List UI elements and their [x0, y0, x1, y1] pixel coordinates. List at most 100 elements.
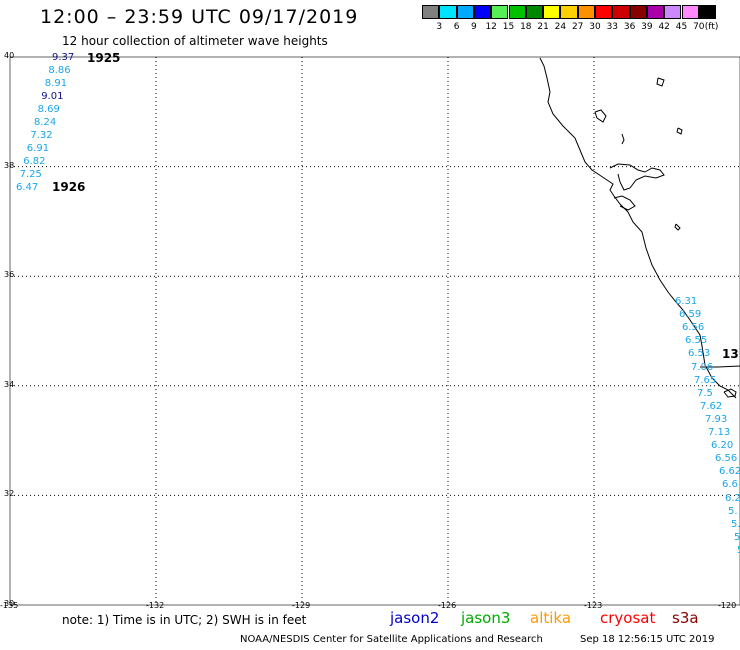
lon-label: -126: [438, 601, 457, 610]
wave-height-label: 5: [737, 545, 740, 556]
legend-label: 3: [436, 22, 443, 32]
footer-note: note: 1) Time is in UTC; 2) SWH is in fe…: [62, 613, 307, 627]
wave-height-label: 8.86: [48, 65, 71, 76]
lake-outline-4: [676, 127, 683, 135]
satellite-name: jason2: [390, 609, 440, 627]
wave-height-label: 7.25: [19, 169, 42, 180]
legend-label: 70: [693, 22, 705, 32]
wave-height-label: 6.56: [715, 453, 738, 465]
monterey-bay-outline: [613, 195, 636, 211]
lat-label: 36: [4, 270, 15, 280]
satellite-name: altika: [530, 609, 572, 627]
wave-height-label: 7.06: [691, 361, 714, 373]
legend-unit: (ft): [704, 22, 719, 32]
wave-height-label: 6.62: [719, 466, 740, 478]
wave-height-label: 7.93: [705, 413, 728, 425]
satellite-name: cryosat: [600, 609, 656, 627]
wave-height-label: 7.65: [694, 374, 717, 386]
lon-label: -129: [292, 601, 311, 610]
island-outline-1: [674, 223, 681, 231]
legend-label: 15: [502, 22, 515, 32]
map-title: 12:00 – 23:59 UTC 09/17/2019: [40, 6, 359, 28]
lon-label: -135: [0, 601, 19, 610]
legend-swatch: [629, 5, 647, 19]
legend-swatch: [560, 5, 578, 19]
coastline-path: [539, 57, 737, 399]
wave-height-label: 5.: [731, 518, 740, 530]
legend-swatch: [456, 5, 474, 19]
legend-label: 36: [623, 22, 636, 32]
wave-height-label: 6.56: [682, 322, 705, 334]
wave-height-label: 8.24: [34, 117, 57, 128]
satellite-name: jason3: [461, 609, 511, 627]
legend-swatch: [508, 5, 526, 19]
legend-swatch: [439, 5, 457, 19]
channel-coast: [700, 365, 740, 368]
legend-swatch: [473, 5, 492, 19]
wave-height-label: 6.47: [16, 182, 39, 193]
legend-swatch: [543, 5, 561, 19]
legend-label: 27: [571, 22, 584, 32]
legend-label: 21: [537, 22, 549, 32]
legend-swatch: [422, 5, 440, 19]
lat-label: 38: [4, 160, 15, 170]
island-outline-2: [723, 388, 737, 398]
legend-label: 24: [554, 22, 567, 32]
pass-label-1925: 1925: [87, 51, 121, 65]
legend-swatch: [525, 5, 544, 19]
legend-swatch: [664, 5, 682, 19]
legend-label: 6: [453, 22, 460, 32]
wave-height-label: 6.2: [725, 492, 740, 504]
map-subtitle: 12 hour collection of altimeter wave hei…: [62, 34, 328, 48]
wave-height-label: 7.32: [30, 130, 53, 141]
wave-height-label: 6.55: [685, 335, 708, 347]
wave-height-label: 6.20: [711, 440, 734, 452]
lat-label: 30: [4, 599, 15, 608]
wave-height-label: 8.91: [44, 78, 68, 89]
lake-outline-1: [656, 77, 665, 87]
wave-height-label: 9.01: [41, 91, 64, 102]
wave-height-label: 6.6: [722, 479, 738, 491]
pass-label-1926: 1926: [52, 180, 86, 194]
wave-height-label: 7.62: [700, 400, 723, 412]
lake-outline-3: [621, 133, 625, 145]
legend-swatch: [491, 5, 509, 19]
legend-label: 9: [471, 22, 477, 32]
timestamp-text: Sep 18 12:56:15 UTC 2019: [580, 634, 715, 645]
wave-height-label: 8.69: [37, 104, 60, 115]
lat-label: 40: [4, 51, 15, 60]
wave-height-label: 7.5: [697, 387, 713, 399]
legend-swatch: [646, 5, 665, 19]
legend-label: 45: [675, 22, 688, 32]
lon-label: -123: [584, 601, 603, 610]
wave-height-label: 5.: [728, 505, 738, 517]
legend-label: 18: [520, 22, 532, 32]
legend-label: 33: [606, 22, 619, 32]
lat-label: 34: [4, 379, 15, 389]
lat-lon-grid: [10, 57, 740, 605]
wave-height-label: 6.59: [679, 309, 702, 321]
wave-height-label: 6.82: [23, 156, 46, 167]
wave-height-label: 6.53: [688, 348, 711, 360]
legend-swatch: [612, 5, 630, 19]
legend-label: 12: [485, 22, 497, 32]
legend-swatch: [595, 5, 613, 19]
legend-label: 42: [658, 22, 670, 32]
wave-height-label: 9.37: [52, 52, 75, 63]
lake-outline-2: [594, 109, 607, 123]
satellite-name: s3a: [672, 609, 699, 627]
wave-height-label: 7.13: [708, 427, 731, 438]
legend-swatch: [577, 5, 595, 19]
legend-swatch: [681, 5, 699, 19]
map-frame: [9, 56, 740, 606]
sf-bay-outline: [609, 163, 665, 191]
california-coastline: [539, 57, 740, 399]
wave-height-label: 6.31: [675, 296, 698, 307]
wave-height-label: 5: [734, 531, 740, 543]
lon-label: -132: [146, 601, 165, 610]
wave-height-label: 6.91: [26, 143, 50, 154]
lon-label: -120: [718, 601, 737, 610]
pass-label-13: 13: [722, 347, 739, 361]
credit-text: NOAA/NESDIS Center for Satellite Applica…: [240, 634, 543, 645]
